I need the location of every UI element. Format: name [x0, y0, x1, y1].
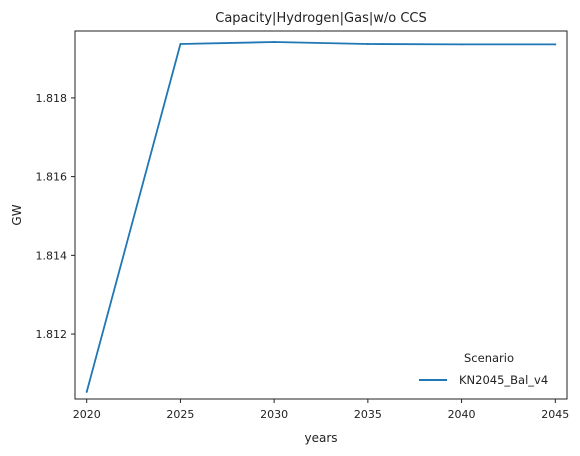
legend-title: Scenario — [464, 351, 514, 365]
y-tick-label: 1.818 — [36, 92, 68, 105]
plot-frame — [74, 30, 568, 400]
data-point — [554, 43, 557, 46]
x-tick-label: 2030 — [260, 408, 288, 421]
x-tick-label: 2035 — [354, 408, 382, 421]
y-tick-label: 1.816 — [36, 171, 68, 184]
y-axis-title: GW — [10, 204, 24, 225]
data-point — [460, 43, 463, 46]
x-tick-label: 2045 — [541, 408, 569, 421]
y-axis: 1.812 1.814 1.816 1.818 — [36, 92, 75, 341]
x-axis-title: years — [304, 431, 337, 445]
x-tick-label: 2020 — [73, 408, 101, 421]
data-point — [85, 390, 88, 393]
chart-title: Capacity|Hydrogen|Gas|w/o CCS — [215, 11, 427, 26]
x-tick-label: 2040 — [448, 408, 476, 421]
y-tick-label: 1.814 — [36, 249, 68, 262]
data-point — [179, 42, 182, 45]
x-tick-label: 2025 — [166, 408, 194, 421]
data-point — [366, 42, 369, 45]
legend-label: KN2045_Bal_v4 — [459, 373, 548, 387]
y-tick-label: 1.812 — [36, 328, 68, 341]
series-line — [85, 41, 556, 393]
data-point — [273, 41, 276, 44]
series-layer — [85, 41, 557, 393]
legend: Scenario KN2045_Bal_v4 — [419, 351, 548, 387]
x-axis: 2020 2025 2030 2035 2040 2045 — [73, 399, 569, 421]
